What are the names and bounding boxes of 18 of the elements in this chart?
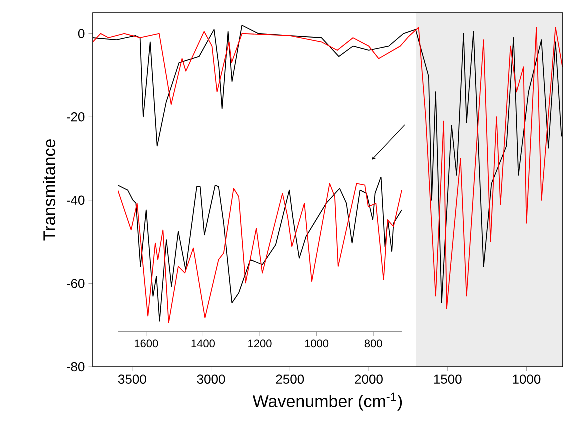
- x-tick-label: 1500: [434, 374, 462, 384]
- y-tick-label: 0: [78, 29, 85, 38]
- y-axis-title: Transmitance: [43, 140, 56, 241]
- x-tick-label: 1400: [192, 340, 215, 348]
- x-tick-label: 1000: [513, 374, 541, 384]
- x-tick-label: 1600: [135, 340, 158, 348]
- x-tick-label: 3500: [118, 374, 146, 384]
- x-tick-label: 3000: [197, 374, 226, 384]
- y-tick-label: -60: [66, 279, 85, 288]
- x-tick-label: 1000: [305, 340, 329, 348]
- y-tick-label: -40: [66, 196, 85, 206]
- x-tick-label: 2000: [355, 374, 383, 384]
- x-axis-title: Wavenumber (cm$^{-1}$): [252, 392, 402, 411]
- y-tick-label: -20: [66, 112, 85, 122]
- x-tick-label: 800: [364, 340, 382, 348]
- x-tick-label: 2500: [276, 374, 304, 384]
- y-tick-label: -80: [66, 362, 85, 372]
- x-tick-label: 1200: [248, 340, 272, 348]
